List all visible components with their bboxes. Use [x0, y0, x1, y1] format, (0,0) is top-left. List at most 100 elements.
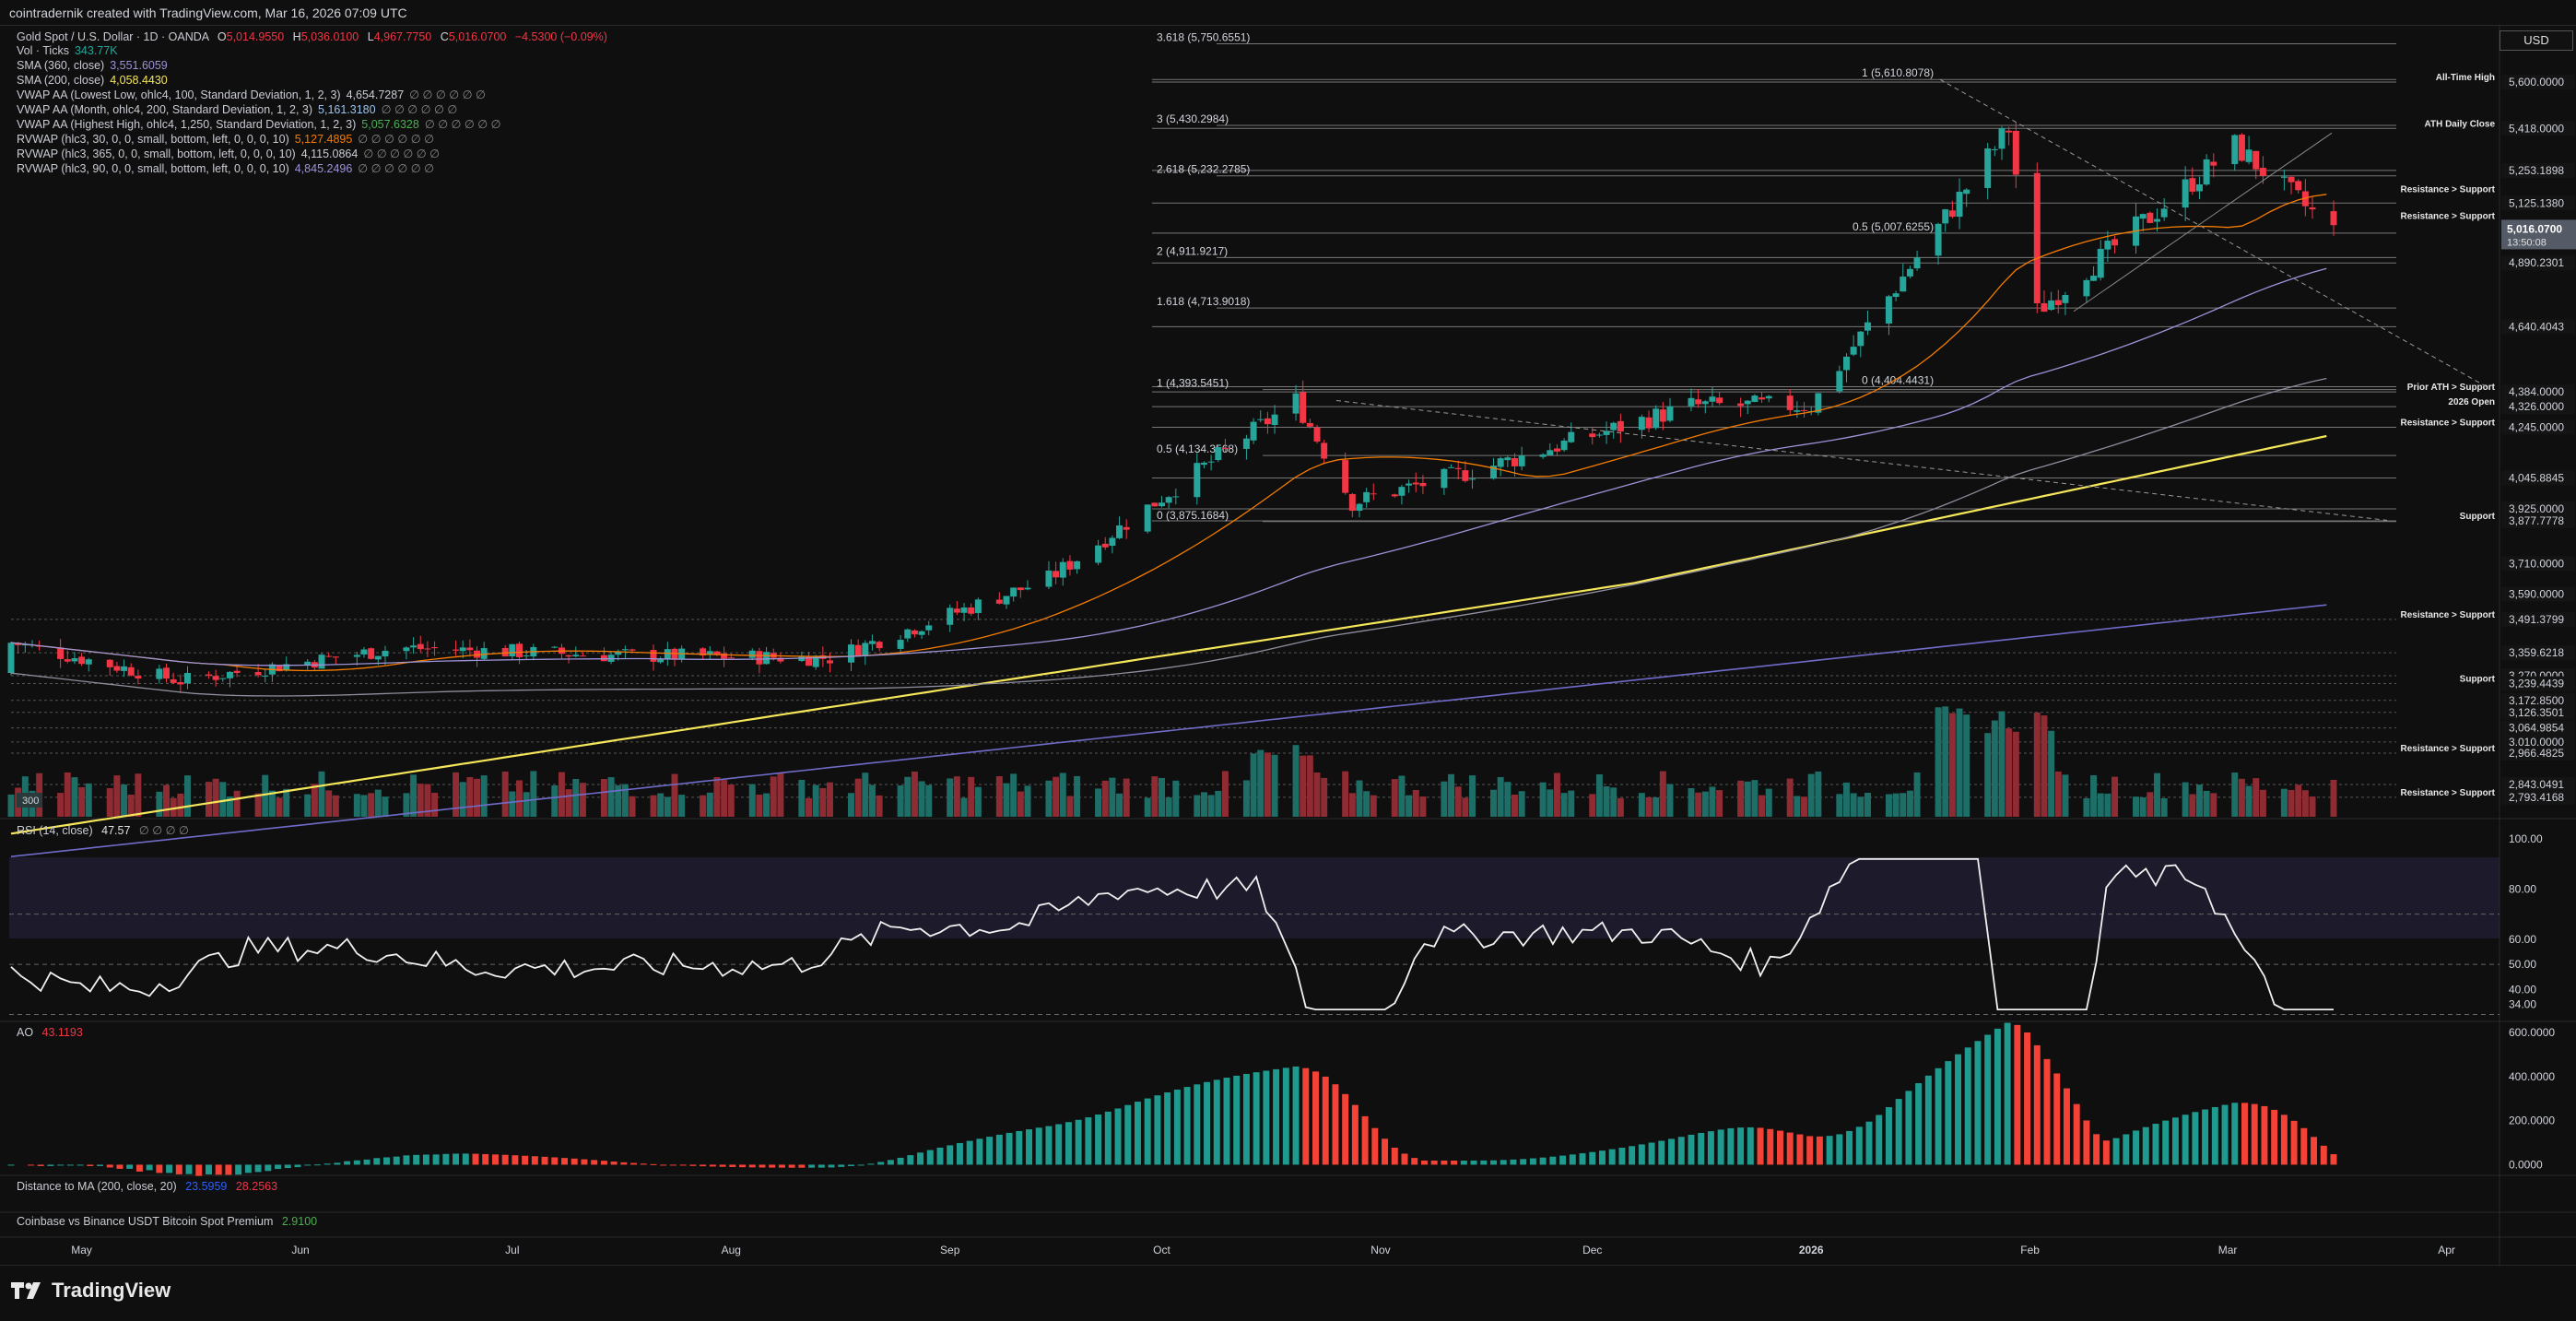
rsi-value: 47.57 [101, 824, 131, 837]
candle-body [854, 644, 862, 656]
chart-legend: Gold Spot / U.S. Dollar · 1D · OANDA O5,… [17, 30, 607, 176]
volume-bar [1991, 720, 1998, 817]
symbol-ohlc[interactable]: Gold Spot / U.S. Dollar · 1D · OANDA O5,… [17, 30, 607, 43]
candle-body [615, 651, 622, 655]
price-axis-tag-bg [2501, 255, 2575, 271]
price-axis-tag-bg [2501, 75, 2575, 89]
candle-body [1568, 431, 1575, 442]
candle-body [1511, 457, 1518, 466]
volume-bar [121, 784, 128, 817]
volume-bar [1716, 790, 1723, 817]
candle-body [953, 608, 960, 613]
x-axis-label: Mar [2218, 1244, 2238, 1256]
ao-title: AO [17, 1026, 34, 1039]
candle-body [748, 650, 756, 658]
volume-bar [113, 775, 121, 817]
ao-bar [2123, 1134, 2130, 1165]
price-axis-tag-bg [2501, 586, 2575, 602]
level-tag: Resistance > Support [2400, 185, 2495, 195]
candle-body [2160, 208, 2168, 218]
indicator-row[interactable]: VWAP AA (Highest High, ohlc4, 1,250, Sta… [17, 117, 607, 132]
distance-ma-value-1: 23.5959 [185, 1180, 228, 1193]
indicator-row[interactable]: VWAP AA (Lowest Low, ohlc4, 100, Standar… [17, 88, 607, 102]
distance-ma-legend[interactable]: Distance to MA (200, close, 20) 23.5959 … [17, 1180, 277, 1193]
indicator-row[interactable]: SMA (360, close) 3,551.6059 [17, 58, 607, 73]
ao-bar [1520, 1159, 1527, 1165]
ao-bar [195, 1164, 203, 1176]
indicator-row[interactable]: SMA (200, close) 4,058.4430 [17, 73, 607, 88]
chart-canvas[interactable]: 3.618 (5,750.6551) 1 (5,610.8078) 3 (5,430… [0, 26, 2576, 1265]
premium-legend[interactable]: Coinbase vs Binance USDT Bitcoin Spot Pr… [17, 1215, 317, 1228]
indicator-row[interactable]: RVWAP (hlc3, 365, 0, 0, small, bottom, l… [17, 147, 607, 161]
candle-body [1200, 462, 1207, 466]
ao-bar [650, 1163, 657, 1165]
candle-body [1490, 466, 1497, 479]
trend-line [1939, 78, 2489, 389]
ao-bar [1144, 1098, 1151, 1165]
indicator-row[interactable]: Vol · Ticks 343.77K [17, 43, 607, 58]
ao-bar [1430, 1160, 1438, 1165]
volume-bar [2210, 793, 2217, 817]
ao-bar [265, 1164, 272, 1172]
candle-body [1313, 427, 1321, 442]
rsi-axis-tick: 60.00 [2509, 933, 2536, 946]
tradingview-logo[interactable]: TradingView [11, 1279, 171, 1303]
volume-bar [1948, 713, 1956, 817]
volume-bar [777, 773, 784, 817]
candle-body [2309, 207, 2316, 210]
price-axis-tick: 3,064.9854 [2509, 722, 2564, 735]
candle-body [360, 649, 368, 655]
volume-bar [212, 778, 219, 817]
ao-bar [1737, 1127, 1745, 1165]
rsi-legend[interactable]: RSI (14, close) 47.57 ∅ ∅ ∅ ∅ [17, 823, 189, 837]
volume-bar [325, 790, 333, 817]
candle-body [1221, 447, 1229, 449]
ao-bar [1332, 1084, 1339, 1165]
ao-bar [135, 1164, 143, 1172]
ao-bar [175, 1164, 182, 1174]
price-axis-tick: 4,384.0000 [2509, 385, 2564, 398]
volume-bar [621, 784, 629, 817]
volume-bar [1363, 791, 1370, 817]
ao-bar [2182, 1115, 2189, 1165]
candle-body [170, 678, 177, 683]
candle-body [374, 655, 382, 660]
ao-bar [2152, 1124, 2159, 1165]
candle-body [1242, 438, 1250, 449]
x-axis-label: Oct [1153, 1244, 1170, 1256]
volume-bar [1024, 785, 1031, 817]
ao-bar [2053, 1073, 2061, 1165]
ao-bar [491, 1154, 499, 1165]
candle-body [1688, 397, 1695, 407]
candle-body [1765, 395, 1772, 399]
ao-bar [2073, 1103, 2080, 1165]
indicator-row[interactable]: RVWAP (hlc3, 90, 0, 0, small, bottom, le… [17, 161, 607, 176]
candle-body [2288, 176, 2295, 183]
volume-bar [2182, 782, 2189, 817]
rsi-axis-tick: 34.00 [2509, 998, 2536, 1011]
candle-body [1610, 422, 1617, 431]
ao-bar [1361, 1115, 1369, 1165]
ao-bar [1579, 1153, 1586, 1165]
volume-bar [558, 772, 565, 817]
indicator-extra: ∅ ∅ ∅ ∅ ∅ ∅ [358, 162, 434, 175]
ao-bar [778, 1164, 785, 1168]
ao-legend[interactable]: AO 43.1193 [17, 1026, 83, 1039]
candle-body [283, 664, 290, 671]
volume-bar [1659, 771, 1666, 817]
ao-bar [1164, 1092, 1171, 1165]
volume-bar [424, 784, 431, 817]
ao-axis-tick: 200.0000 [2509, 1115, 2555, 1127]
candle-body [177, 681, 184, 685]
candle-body [1144, 504, 1151, 532]
currency-button[interactable]: USD [2500, 30, 2573, 51]
candle-body [1956, 192, 1963, 218]
price-axis-tag-bg [2501, 746, 2575, 761]
candle-body [1913, 257, 1921, 269]
indicator-row[interactable]: RVWAP (hlc3, 30, 0, 0, small, bottom, le… [17, 132, 607, 147]
candle-body [1737, 403, 1745, 407]
candle-body [474, 650, 481, 658]
volume-bar [1688, 787, 1695, 817]
indicator-row[interactable]: VWAP AA (Month, ohlc4, 200, Standard Dev… [17, 102, 607, 117]
candle-body [1948, 210, 1956, 218]
